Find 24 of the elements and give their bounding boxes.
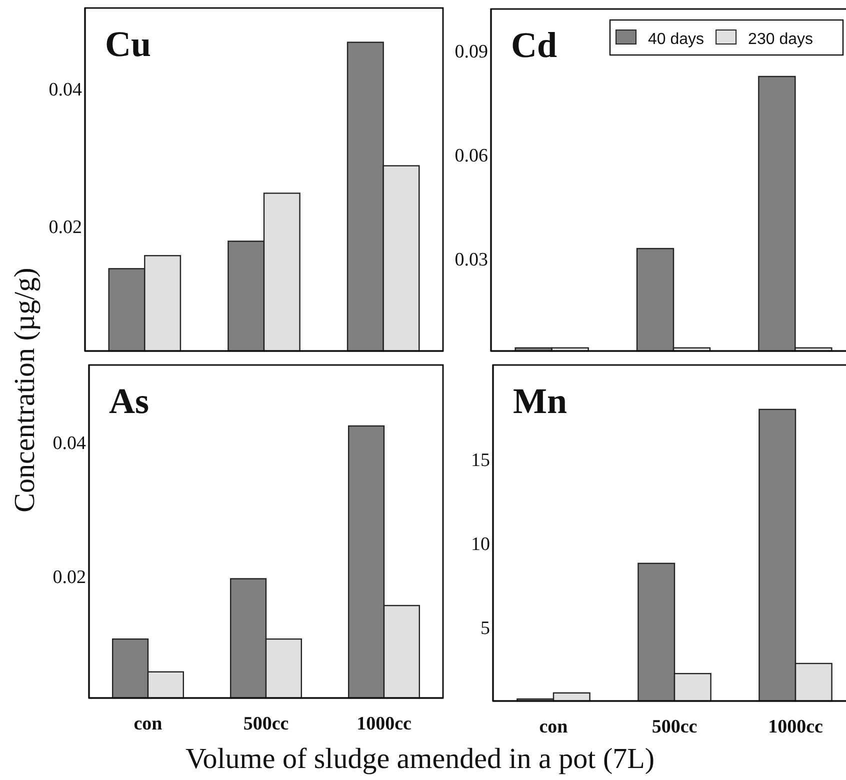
chart-title: As [109, 381, 150, 421]
x-tick-label: 1000cc [356, 713, 412, 734]
x-tick-label: 500cc [243, 713, 289, 734]
x-tick-label: 1000cc [768, 716, 823, 738]
y-tick-label: 10 [471, 534, 490, 556]
y-tick-label: 0.02 [48, 216, 82, 238]
y-tick-label: 0.06 [454, 146, 488, 167]
y-tick-label: 0.04 [48, 80, 82, 101]
y-axis-title: Concentration (µg/g) [9, 268, 41, 512]
y-tick-label: 0.09 [454, 42, 488, 63]
chart-title: Cd [511, 25, 558, 65]
x-tick-label: con [134, 713, 163, 734]
legend-label: 230 days [748, 31, 813, 48]
x-axis-title: Volume of sludge amended in a pot (7L) [186, 743, 654, 775]
chart-title: Mn [513, 381, 567, 421]
legend-label: 40 days [648, 31, 704, 48]
x-tick-label: con [539, 716, 568, 738]
y-tick-label: 15 [471, 450, 490, 471]
y-tick-label: 5 [480, 618, 490, 640]
y-tick-label: 0.04 [52, 432, 86, 454]
chart-title: Cu [105, 24, 152, 64]
x-tick-label: 500cc [652, 716, 698, 738]
y-tick-label: 0.03 [454, 249, 488, 270]
y-tick-label: 0.02 [52, 566, 86, 588]
